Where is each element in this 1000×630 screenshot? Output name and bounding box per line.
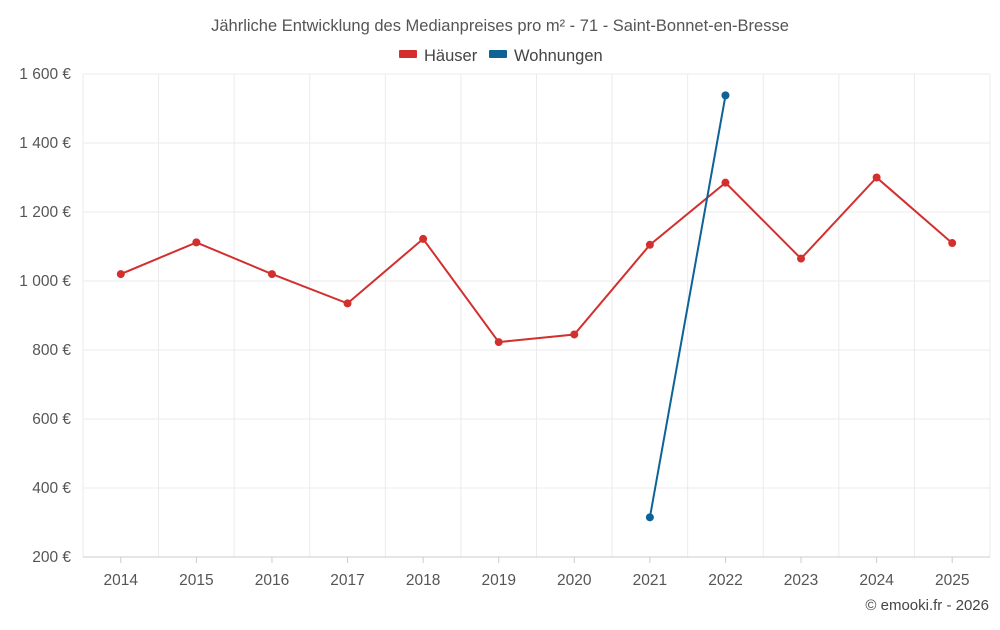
y-tick-label: 1 600 € bbox=[19, 66, 71, 83]
data-point bbox=[721, 178, 730, 187]
y-tick-label: 400 € bbox=[32, 480, 71, 497]
x-tick-label: 2018 bbox=[406, 572, 440, 589]
legend-label: Häuser bbox=[424, 47, 478, 65]
x-tick-label: 2023 bbox=[784, 572, 818, 589]
x-tick-label: 2025 bbox=[935, 572, 969, 589]
data-point bbox=[645, 240, 654, 249]
legend-swatch bbox=[489, 50, 507, 58]
data-point bbox=[948, 239, 957, 248]
x-tick-label: 2022 bbox=[708, 572, 742, 589]
y-tick-label: 1 200 € bbox=[19, 204, 71, 221]
x-tick-label: 2016 bbox=[255, 572, 289, 589]
legend-label: Wohnungen bbox=[514, 47, 603, 65]
data-point bbox=[343, 299, 352, 308]
x-tick-label: 2020 bbox=[557, 572, 592, 589]
series-layer bbox=[116, 91, 957, 522]
data-point bbox=[721, 91, 730, 100]
y-tick-label: 1 400 € bbox=[19, 135, 71, 152]
legend: Häuser Wohnungen bbox=[399, 47, 603, 65]
x-tick-label: 2019 bbox=[481, 572, 515, 589]
axes: 200 € 400 € 600 € 800 € 1 000 € 1 200 € 1 400 … bbox=[19, 66, 990, 589]
x-tick-label: 2015 bbox=[179, 572, 213, 589]
series-line bbox=[648, 95, 727, 518]
data-point bbox=[645, 513, 654, 522]
x-tick-label: 2024 bbox=[859, 572, 894, 589]
y-tick-label: 600 € bbox=[32, 411, 71, 428]
series-line bbox=[120, 176, 953, 344]
data-point bbox=[192, 238, 201, 247]
y-tick-label: 800 € bbox=[32, 342, 71, 359]
y-tick-label: 200 € bbox=[32, 549, 71, 566]
grid bbox=[82, 73, 991, 558]
legend-swatch bbox=[399, 50, 417, 58]
data-point bbox=[570, 330, 579, 339]
data-point bbox=[872, 173, 881, 182]
chart-title: Jährliche Entwicklung des Medianpreises … bbox=[211, 17, 789, 35]
y-tick-label: 1 000 € bbox=[19, 273, 71, 290]
data-point bbox=[494, 338, 503, 347]
x-tick-label: 2021 bbox=[633, 572, 667, 589]
data-point bbox=[116, 270, 125, 279]
data-point bbox=[419, 234, 428, 243]
x-tick-label: 2017 bbox=[330, 572, 364, 589]
x-tick-label: 2014 bbox=[104, 572, 139, 589]
credit-text: © emooki.fr - 2026 bbox=[865, 597, 989, 614]
data-point bbox=[797, 254, 806, 263]
data-point bbox=[267, 270, 276, 279]
